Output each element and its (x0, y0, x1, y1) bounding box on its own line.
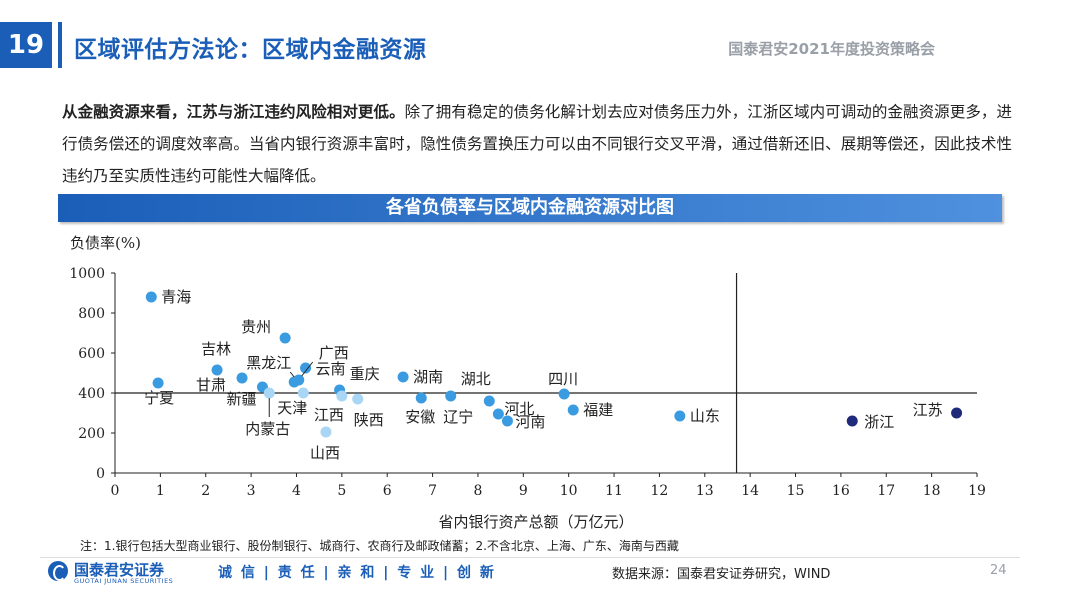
slide-number: 24 (990, 563, 1007, 578)
data-label-新疆: 新疆 (226, 390, 256, 408)
data-label-福建: 福建 (583, 401, 613, 419)
x-tick-label: 17 (877, 483, 895, 499)
scatter-chart: 0 1 2 3 4 5 6 7 8 9 10 11 12 13 14 15 16 17 18 190200400600… (69, 234, 986, 531)
data-label-重庆: 重庆 (350, 365, 380, 383)
data-source: 数据来源：国泰君安证券研究，WIND (612, 567, 831, 582)
x-tick-label: 5 (337, 483, 346, 499)
data-point-湖北 (445, 390, 457, 402)
data-label-湖北: 湖北 (461, 370, 491, 388)
data-label-陕西: 陕西 (354, 411, 384, 429)
page-title: 区域评估方法论：区域内金融资源 (74, 37, 427, 63)
conference-name: 国泰君安2021年度投资策略会 (728, 40, 935, 58)
data-label-黑龙江: 黑龙江 (246, 354, 291, 372)
data-point-河北 (492, 408, 504, 420)
data-label-天津: 天津 (277, 399, 307, 417)
data-point-甘肃 (236, 372, 248, 384)
brand-name: 国泰君安证券 (74, 561, 165, 579)
body-lead: 从金融资源来看，江苏与浙江违约风险相对更低。 (62, 102, 405, 121)
data-label-湖南: 湖南 (413, 368, 443, 386)
data-point-青海 (145, 291, 157, 303)
data-label-宁夏: 宁夏 (144, 389, 174, 407)
data-label-河南: 河南 (515, 413, 545, 431)
x-tick-label: 3 (247, 483, 256, 499)
data-label-河北: 河北 (504, 400, 534, 418)
data-label-四川: 四川 (548, 370, 578, 388)
chart-title: 各省负债率与区域内金融资源对比图 (58, 194, 1002, 222)
chart-note: 注：1.银行包括大型商业银行、股份制银行、城商行、农商行及邮政储蓄；2.不含北京… (80, 539, 679, 553)
x-tick-label: 18 (923, 483, 941, 499)
data-label-江苏: 江苏 (913, 401, 943, 419)
data-point-四川 (558, 388, 570, 400)
data-point-宁夏 (152, 377, 164, 389)
data-point-贵州 (279, 332, 291, 344)
y-tick-label: 200 (78, 426, 105, 442)
body-rest: 除了拥有稳定的债务化解计划去应对债务压力外，江浙区域内可调动的金融资源更多，进行… (62, 103, 1012, 185)
data-point-福建 (567, 404, 579, 416)
brand-slogan: 诚 信 | 责 任 | 亲 和 | 专 业 | 创 新 (218, 565, 496, 581)
data-point-浙江 (846, 415, 858, 427)
data-point-江苏 (951, 407, 963, 419)
x-tick-label: 4 (292, 483, 301, 499)
data-point-天津 (297, 387, 309, 399)
x-tick-label: 0 (111, 483, 120, 499)
data-label-浙江: 浙江 (864, 413, 894, 431)
data-point-吉林 (211, 364, 223, 376)
data-point-山西 (320, 426, 332, 438)
leader-line-黑龙江 (289, 371, 295, 378)
data-label-江西: 江西 (314, 406, 344, 424)
x-tick-label: 19 (968, 483, 986, 499)
data-label-内蒙古: 内蒙古 (245, 420, 290, 438)
y-tick-label: 600 (78, 346, 105, 362)
data-label-甘肃: 甘肃 (196, 376, 226, 394)
data-label-青海: 青海 (161, 288, 191, 306)
y-tick-label: 1000 (69, 266, 105, 282)
y-axis-title: 负债率(%) (70, 234, 141, 252)
data-label-广西: 广西 (319, 344, 349, 362)
x-tick-label: 14 (741, 483, 759, 499)
x-tick-label: 10 (560, 483, 578, 499)
data-point-湖南 (397, 371, 409, 383)
data-point-内蒙古 (263, 387, 275, 399)
x-tick-label: 6 (383, 483, 392, 499)
body-paragraph: 从金融资源来看，江苏与浙江违约风险相对更低。除了拥有稳定的债务化解计划去应对债务… (62, 96, 1012, 192)
data-point-安徽 (415, 392, 427, 404)
x-tick-label: 13 (696, 483, 714, 499)
data-label-吉林: 吉林 (201, 340, 231, 358)
x-axis-title: 省内银行资产总额（万亿元） (438, 513, 633, 531)
footer-divider (40, 557, 1020, 558)
brand-name-en: GUOTAI JUNAN SECURITIES (74, 577, 174, 585)
title-accent-bar (58, 22, 62, 68)
data-point-山东 (674, 410, 686, 422)
data-point-江西 (336, 390, 348, 402)
x-tick-label: 11 (605, 483, 623, 499)
y-tick-label: 400 (78, 386, 105, 402)
data-point-陕西 (352, 393, 364, 405)
header: 19 区域评估方法论：区域内金融资源 国泰君安2021年度投资策略会 (0, 0, 1080, 80)
leader-line-广西 (301, 361, 314, 377)
data-point-辽宁 (483, 395, 495, 407)
x-tick-label: 15 (787, 483, 805, 499)
data-label-安徽: 安徽 (405, 408, 435, 426)
x-tick-label: 9 (519, 483, 528, 499)
data-point-云南 (300, 362, 312, 374)
x-tick-label: 2 (201, 483, 210, 499)
data-label-辽宁: 辽宁 (443, 408, 473, 426)
data-label-贵州: 贵州 (241, 318, 271, 336)
x-tick-label: 7 (428, 483, 437, 499)
data-point-河南 (501, 415, 513, 427)
x-tick-label: 12 (651, 483, 669, 499)
x-tick-label: 16 (832, 483, 850, 499)
data-point-广西 (293, 374, 305, 386)
data-label-云南: 云南 (316, 360, 346, 378)
x-tick-label: 1 (156, 483, 165, 499)
brand-logo-icon (48, 561, 68, 581)
x-tick-label: 8 (473, 483, 482, 499)
y-tick-label: 0 (96, 466, 105, 482)
data-label-山西: 山西 (310, 444, 340, 462)
y-tick-label: 800 (78, 306, 105, 322)
page-number-badge: 19 (0, 22, 52, 68)
data-label-山东: 山东 (690, 407, 720, 425)
